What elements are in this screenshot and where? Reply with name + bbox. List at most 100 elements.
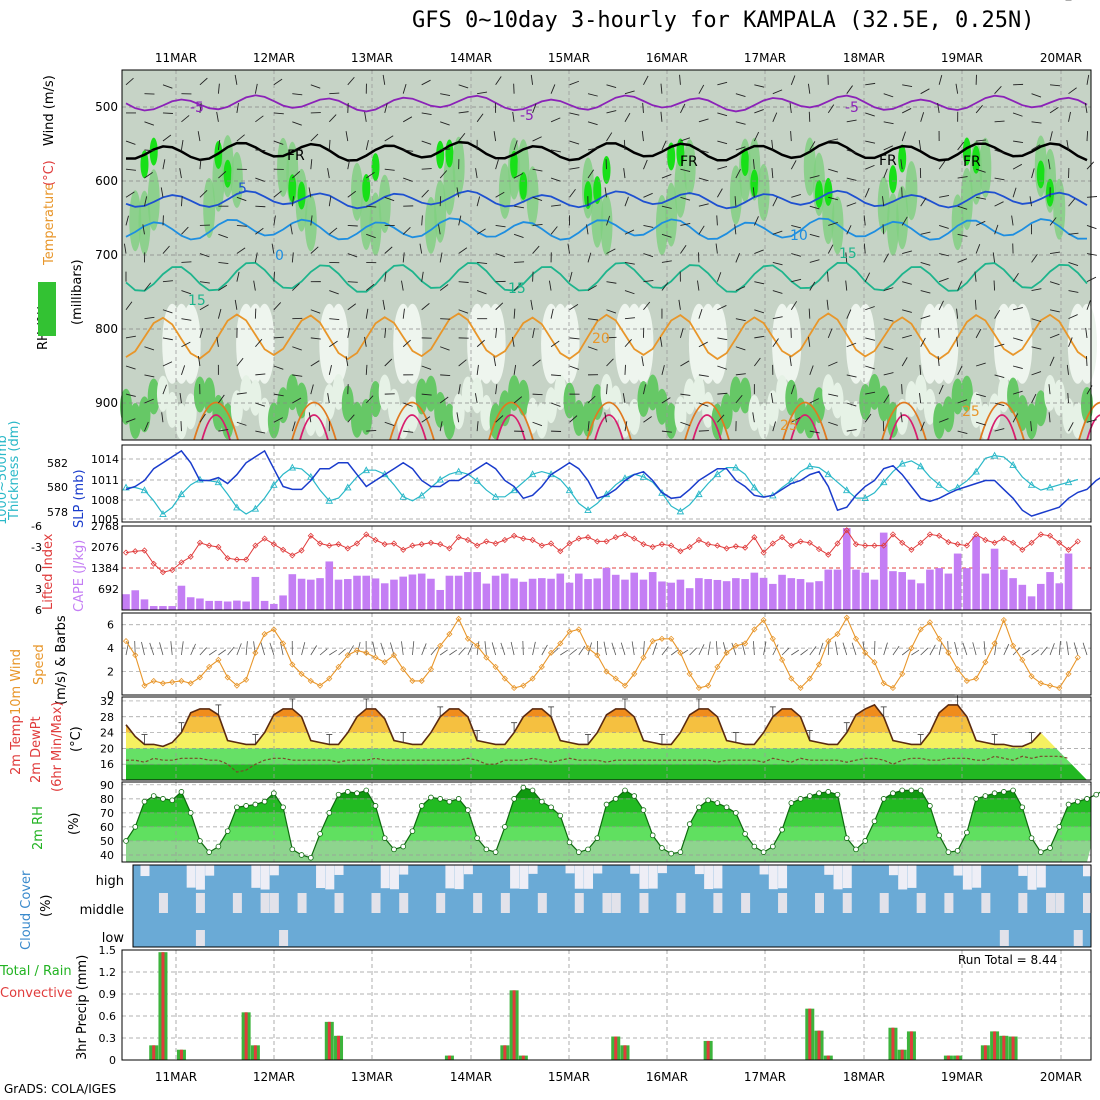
wind-barb [661,282,669,291]
wind-barb [345,356,349,367]
wind-barb [254,83,258,94]
date-label-bottom: 20MAR [1040,1070,1082,1084]
wind-barb [1049,106,1059,114]
ylabel-wind: Wind (m/s) [42,75,57,146]
lifted-index-point [474,542,481,549]
wind-barb [218,394,225,404]
wind-speed-point [1046,682,1054,689]
rh-bands [126,787,1091,862]
wind-barb [975,104,983,114]
wind-barb [327,168,330,179]
wind-barb [1086,196,1098,198]
cloud-high-block [445,865,455,889]
wind-barb [642,102,644,113]
rh-point [391,846,397,853]
wind-barb-10m [338,648,346,656]
wind-barb [144,196,148,207]
rh-point [686,821,693,827]
wind-barb [716,188,723,198]
lifted-index-point [206,542,213,549]
date-label-bottom: 14MAR [450,1070,492,1084]
wind-barb [754,281,765,285]
rh-point [317,831,323,837]
rh-moist-cell [434,180,447,243]
wind-barb [382,74,386,85]
rh-point [964,829,970,836]
wind-speed-point [926,619,933,626]
rh-tick-label: 80 [100,793,114,806]
date-label-bottom: 16MAR [646,1070,688,1084]
lifted-index-point [289,552,296,559]
cloud-high-block [510,865,520,889]
wind-barb [717,166,728,170]
date-label-top: 14MAR [450,51,492,65]
lifted-index-point [122,549,130,556]
cloud-high-block [334,865,344,875]
rh-point [880,796,887,802]
rh-moist-cell [378,174,391,233]
thickness-point [325,496,334,504]
wind-barb [421,215,423,226]
ylabel-dewpt2m: 2m DewPt [29,716,44,783]
lifted-index-point [215,543,222,551]
lifted-index-point [973,531,980,538]
wind-barb [716,215,718,226]
rh-point [298,852,305,858]
wind-barb [1066,364,1069,375]
wind-barb [255,149,266,151]
wind-barb [255,338,263,348]
isotherm-30 [201,414,231,441]
lifted-index-point [233,556,240,563]
temp-tick-label: 20 [100,742,114,755]
wind-speed-point [501,675,508,682]
wind-barb [458,309,469,314]
precip-convective-bar [891,1027,895,1060]
wind-barb [606,384,608,395]
wind-barb-10m [159,642,164,656]
wind-barb [772,197,778,207]
wind-barb [181,341,191,348]
rh-low-level-cell [1016,394,1029,431]
wind-barb [514,205,525,209]
cape-bar [621,579,629,610]
wind-barb [160,187,164,198]
wind-barb [384,271,387,282]
lifted-index-line [125,529,1079,573]
wind-barb [994,402,1005,407]
wind-barb [754,249,764,254]
rh-point [659,845,665,851]
wind-speed-point [455,615,462,622]
cloud-high-block [325,865,335,890]
cloud-high-block [704,865,714,890]
thickness-point [288,463,297,471]
wind-barb-10m [149,642,155,656]
cloud-middle-block [676,893,686,913]
cape-bar [676,579,685,610]
wind-barb [180,139,184,150]
wind-barb [328,114,337,123]
cape-bar [685,588,694,610]
temp-tick-label: 32 [100,695,114,708]
wind-barb [772,261,783,266]
precip-tick-label: 0.3 [99,1032,117,1045]
precip-convective-bar [623,1045,627,1060]
cape-bar [842,528,851,610]
wind-barb [310,84,321,89]
wind-barb-10m [661,646,669,656]
rh-low-level-cell [378,374,391,411]
wind-barb [421,79,431,86]
wind-barb-10m [851,642,857,656]
precip-convective-bar [956,1055,960,1060]
wind-tick-label: 0 [107,689,114,702]
thickness-point [676,507,685,515]
date-label-bottom: 17MAR [744,1070,786,1084]
precip-tick-label: 0.9 [99,988,117,1001]
lifted-index-point [695,536,702,544]
rh-point [372,803,379,809]
rh-point [1084,796,1090,802]
cloud-middle-block [537,893,547,913]
cloud-high-block [768,865,778,890]
wind-barb [569,365,580,370]
rh-saturated-cell [214,140,223,169]
